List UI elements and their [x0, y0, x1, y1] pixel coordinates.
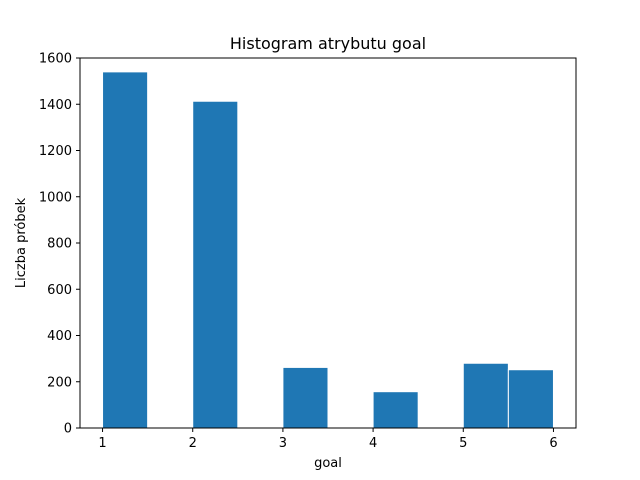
histogram-bar-5	[282, 366, 329, 429]
y-tick-label-1200: 1200	[39, 144, 72, 159]
x-ticks-group: 1 2 3 4 5 6	[98, 428, 558, 451]
y-tick-label-200: 200	[47, 375, 72, 390]
plot-frame	[79, 57, 577, 429]
histogram-bar-1	[102, 71, 149, 429]
y-tick-label-600: 600	[47, 283, 72, 298]
chart-title: Histogram atrybutu goal	[230, 34, 426, 53]
x-tick-label-4: 4	[369, 436, 377, 451]
y-axis-label: Liczba próbek	[14, 197, 29, 288]
y-tick-label-1600: 1600	[39, 52, 72, 67]
x-tick-label-3: 3	[279, 436, 287, 451]
x-axis-label: goal	[314, 456, 342, 471]
x-tick-label-6: 6	[549, 436, 557, 451]
x-tick-label-5: 5	[459, 436, 467, 451]
histogram-bar-9	[462, 362, 509, 429]
histogram-bar-10	[507, 369, 554, 429]
y-tick-label-0: 0	[64, 422, 72, 437]
y-tick-label-400: 400	[47, 329, 72, 344]
x-tick-label-1: 1	[98, 436, 106, 451]
bars-group	[102, 71, 554, 429]
histogram-bar-3	[192, 100, 239, 429]
x-tick-label-2: 2	[189, 436, 197, 451]
y-tick-label-800: 800	[47, 237, 72, 252]
y-tick-label-1000: 1000	[39, 190, 72, 205]
y-tick-label-1400: 1400	[39, 98, 72, 113]
histogram-bar-7	[372, 391, 419, 429]
y-ticks-group: 0 200 400 600 800 1000 1200 1400 1600	[39, 52, 80, 437]
